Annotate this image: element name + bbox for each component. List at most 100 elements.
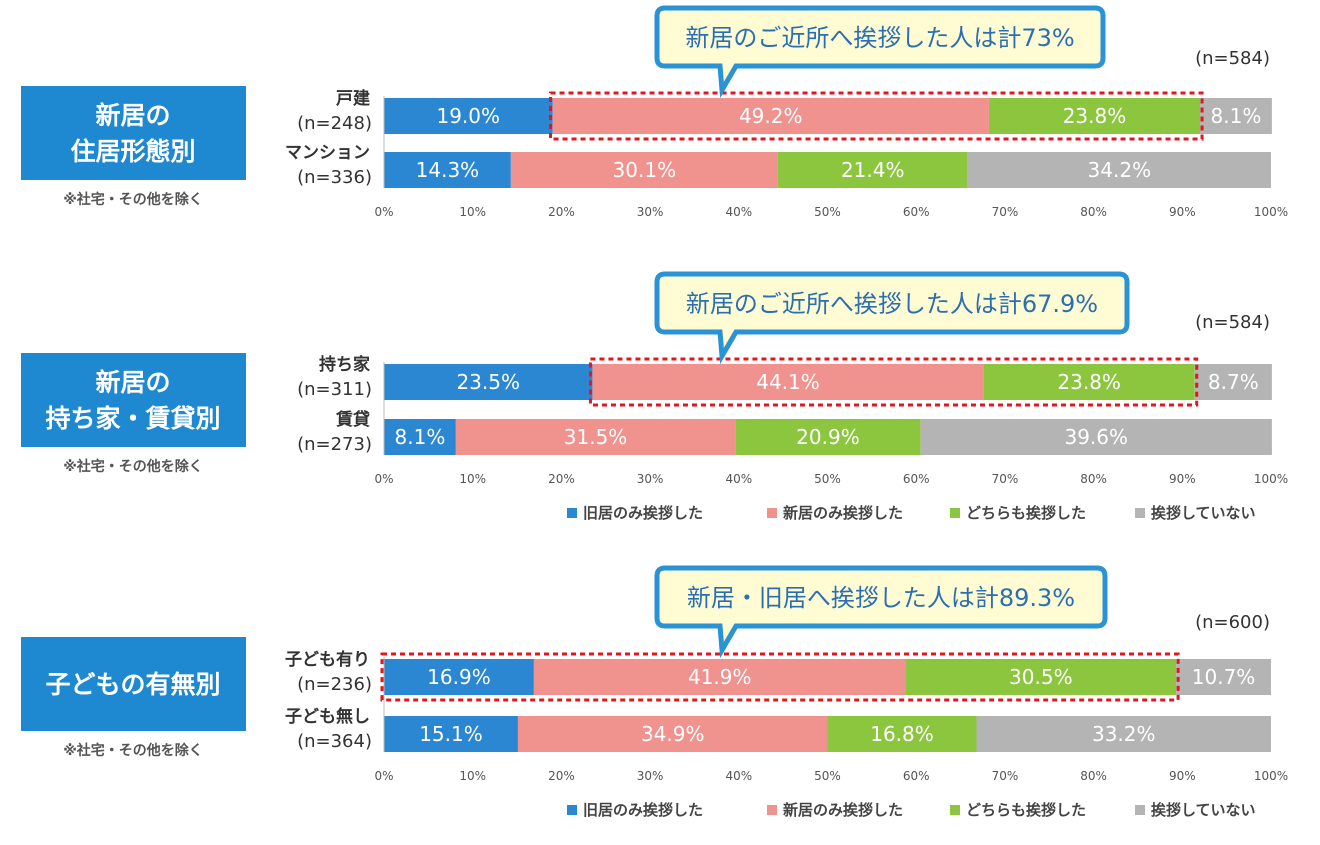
x-tick-label: 50%	[814, 205, 841, 219]
bar-value-label: 23.8%	[1063, 104, 1127, 128]
category-label: 戸建	[336, 88, 370, 109]
bar-segment	[455, 419, 736, 455]
legend-swatch	[950, 508, 960, 518]
x-tick-label: 60%	[903, 472, 930, 486]
category-label: 賃貸	[335, 409, 370, 430]
category-label: 子ども無し	[285, 706, 370, 727]
legend-label: 旧居のみ挨拶した	[583, 504, 703, 522]
x-tick-label: 10%	[459, 472, 486, 486]
n-total-label: (n=600)	[1195, 612, 1270, 633]
legend-label: 挨拶していない	[1151, 801, 1256, 819]
x-tick-label: 70%	[992, 205, 1019, 219]
bar-value-label: 20.9%	[796, 425, 860, 449]
bar-segment	[384, 659, 534, 695]
bar-segment	[517, 716, 828, 752]
x-tick-label: 100%	[1254, 205, 1288, 219]
bar-segment	[983, 364, 1195, 400]
x-tick-label: 20%	[548, 472, 575, 486]
n-total-label: (n=584)	[1195, 312, 1270, 333]
x-tick-label: 40%	[725, 769, 752, 783]
x-tick-label: 60%	[903, 769, 930, 783]
group-title-line: 持ち家・賃貸別	[45, 404, 220, 433]
group-title-line: 新居の	[95, 368, 170, 397]
bar-segment	[988, 98, 1201, 134]
bar-value-label: 34.9%	[641, 722, 705, 746]
bar-value-label: 23.8%	[1057, 370, 1121, 394]
category-label: マンション	[285, 143, 370, 163]
legend-swatch	[950, 805, 960, 815]
x-tick-label: 90%	[1169, 205, 1196, 219]
legend-swatch	[1135, 805, 1145, 815]
bar-value-label: 16.9%	[427, 665, 491, 689]
bar-segment	[384, 364, 593, 400]
bar-value-label: 30.1%	[613, 158, 677, 182]
category-n-label: (n=364)	[297, 731, 372, 752]
legend-label: どちらも挨拶した	[966, 504, 1086, 522]
category-n-label: (n=336)	[297, 167, 372, 188]
x-tick-label: 70%	[992, 769, 1019, 783]
category-label: 子ども有り	[285, 649, 370, 670]
exclusion-note: ※社宅・その他を除く	[63, 191, 203, 208]
bar-value-label: 14.3%	[416, 158, 480, 182]
highlight-dashed-box	[380, 652, 1180, 702]
bar-value-label: 21.4%	[841, 158, 905, 182]
legend-label: 旧居のみ挨拶した	[583, 801, 703, 819]
legend-swatch	[767, 805, 777, 815]
x-tick-label: 0%	[374, 769, 393, 783]
x-tick-label: 30%	[637, 769, 664, 783]
bar-segment	[384, 419, 456, 455]
bar-segment	[384, 716, 518, 752]
bar-value-label: 30.5%	[1009, 665, 1073, 689]
x-tick-label: 80%	[1080, 472, 1107, 486]
category-label: 持ち家	[319, 354, 370, 375]
bar-value-label: 8.7%	[1208, 370, 1259, 394]
legend-label: どちらも挨拶した	[966, 801, 1086, 819]
bar-value-label: 34.2%	[1088, 158, 1152, 182]
bar-segment	[920, 419, 1272, 455]
bar-value-label: 23.5%	[456, 370, 520, 394]
x-tick-label: 100%	[1254, 769, 1288, 783]
x-tick-label: 30%	[637, 472, 664, 486]
callout-text: 新居のご近所へ挨拶した人は計67.9%	[686, 290, 1098, 318]
x-tick-label: 0%	[374, 472, 393, 486]
bar-segment	[967, 152, 1271, 188]
bar-segment	[384, 98, 553, 134]
bar-segment	[1176, 659, 1271, 695]
callout-text: 新居・旧居へ挨拶した人は計89.3%	[687, 584, 1075, 612]
bar-value-label: 31.5%	[564, 425, 628, 449]
group-title-box	[21, 353, 246, 447]
bar-segment	[1194, 364, 1272, 400]
legend-swatch	[567, 508, 577, 518]
bar-value-label: 39.6%	[1064, 425, 1128, 449]
x-tick-label: 50%	[814, 472, 841, 486]
bar-segment	[592, 364, 984, 400]
x-tick-label: 20%	[548, 769, 575, 783]
callout-bubble	[654, 271, 1130, 365]
bar-segment	[510, 152, 778, 188]
x-tick-label: 40%	[725, 205, 752, 219]
bar-segment	[1200, 98, 1272, 134]
x-tick-label: 30%	[637, 205, 664, 219]
x-tick-label: 80%	[1080, 769, 1107, 783]
bar-value-label: 15.1%	[419, 722, 483, 746]
callout-text: 新居のご近所へ挨拶した人は計73%	[685, 24, 1074, 52]
x-tick-label: 80%	[1080, 205, 1107, 219]
group-title-box	[21, 637, 246, 731]
group-title-box	[21, 86, 246, 180]
bar-segment	[777, 152, 968, 188]
legend-swatch	[767, 508, 777, 518]
legend-swatch	[567, 805, 577, 815]
category-n-label: (n=236)	[297, 674, 372, 695]
legend-label: 新居のみ挨拶した	[783, 801, 903, 819]
x-tick-label: 60%	[903, 205, 930, 219]
bar-value-label: 8.1%	[1211, 104, 1262, 128]
legend-swatch	[1135, 508, 1145, 518]
highlight-dashed-box	[588, 357, 1199, 407]
x-tick-label: 100%	[1254, 472, 1288, 486]
group-title-line: 住居形態別	[70, 137, 195, 166]
category-n-label: (n=273)	[297, 434, 372, 455]
bar-segment	[552, 98, 989, 134]
bar-value-label: 33.2%	[1092, 722, 1156, 746]
x-tick-label: 70%	[992, 472, 1019, 486]
